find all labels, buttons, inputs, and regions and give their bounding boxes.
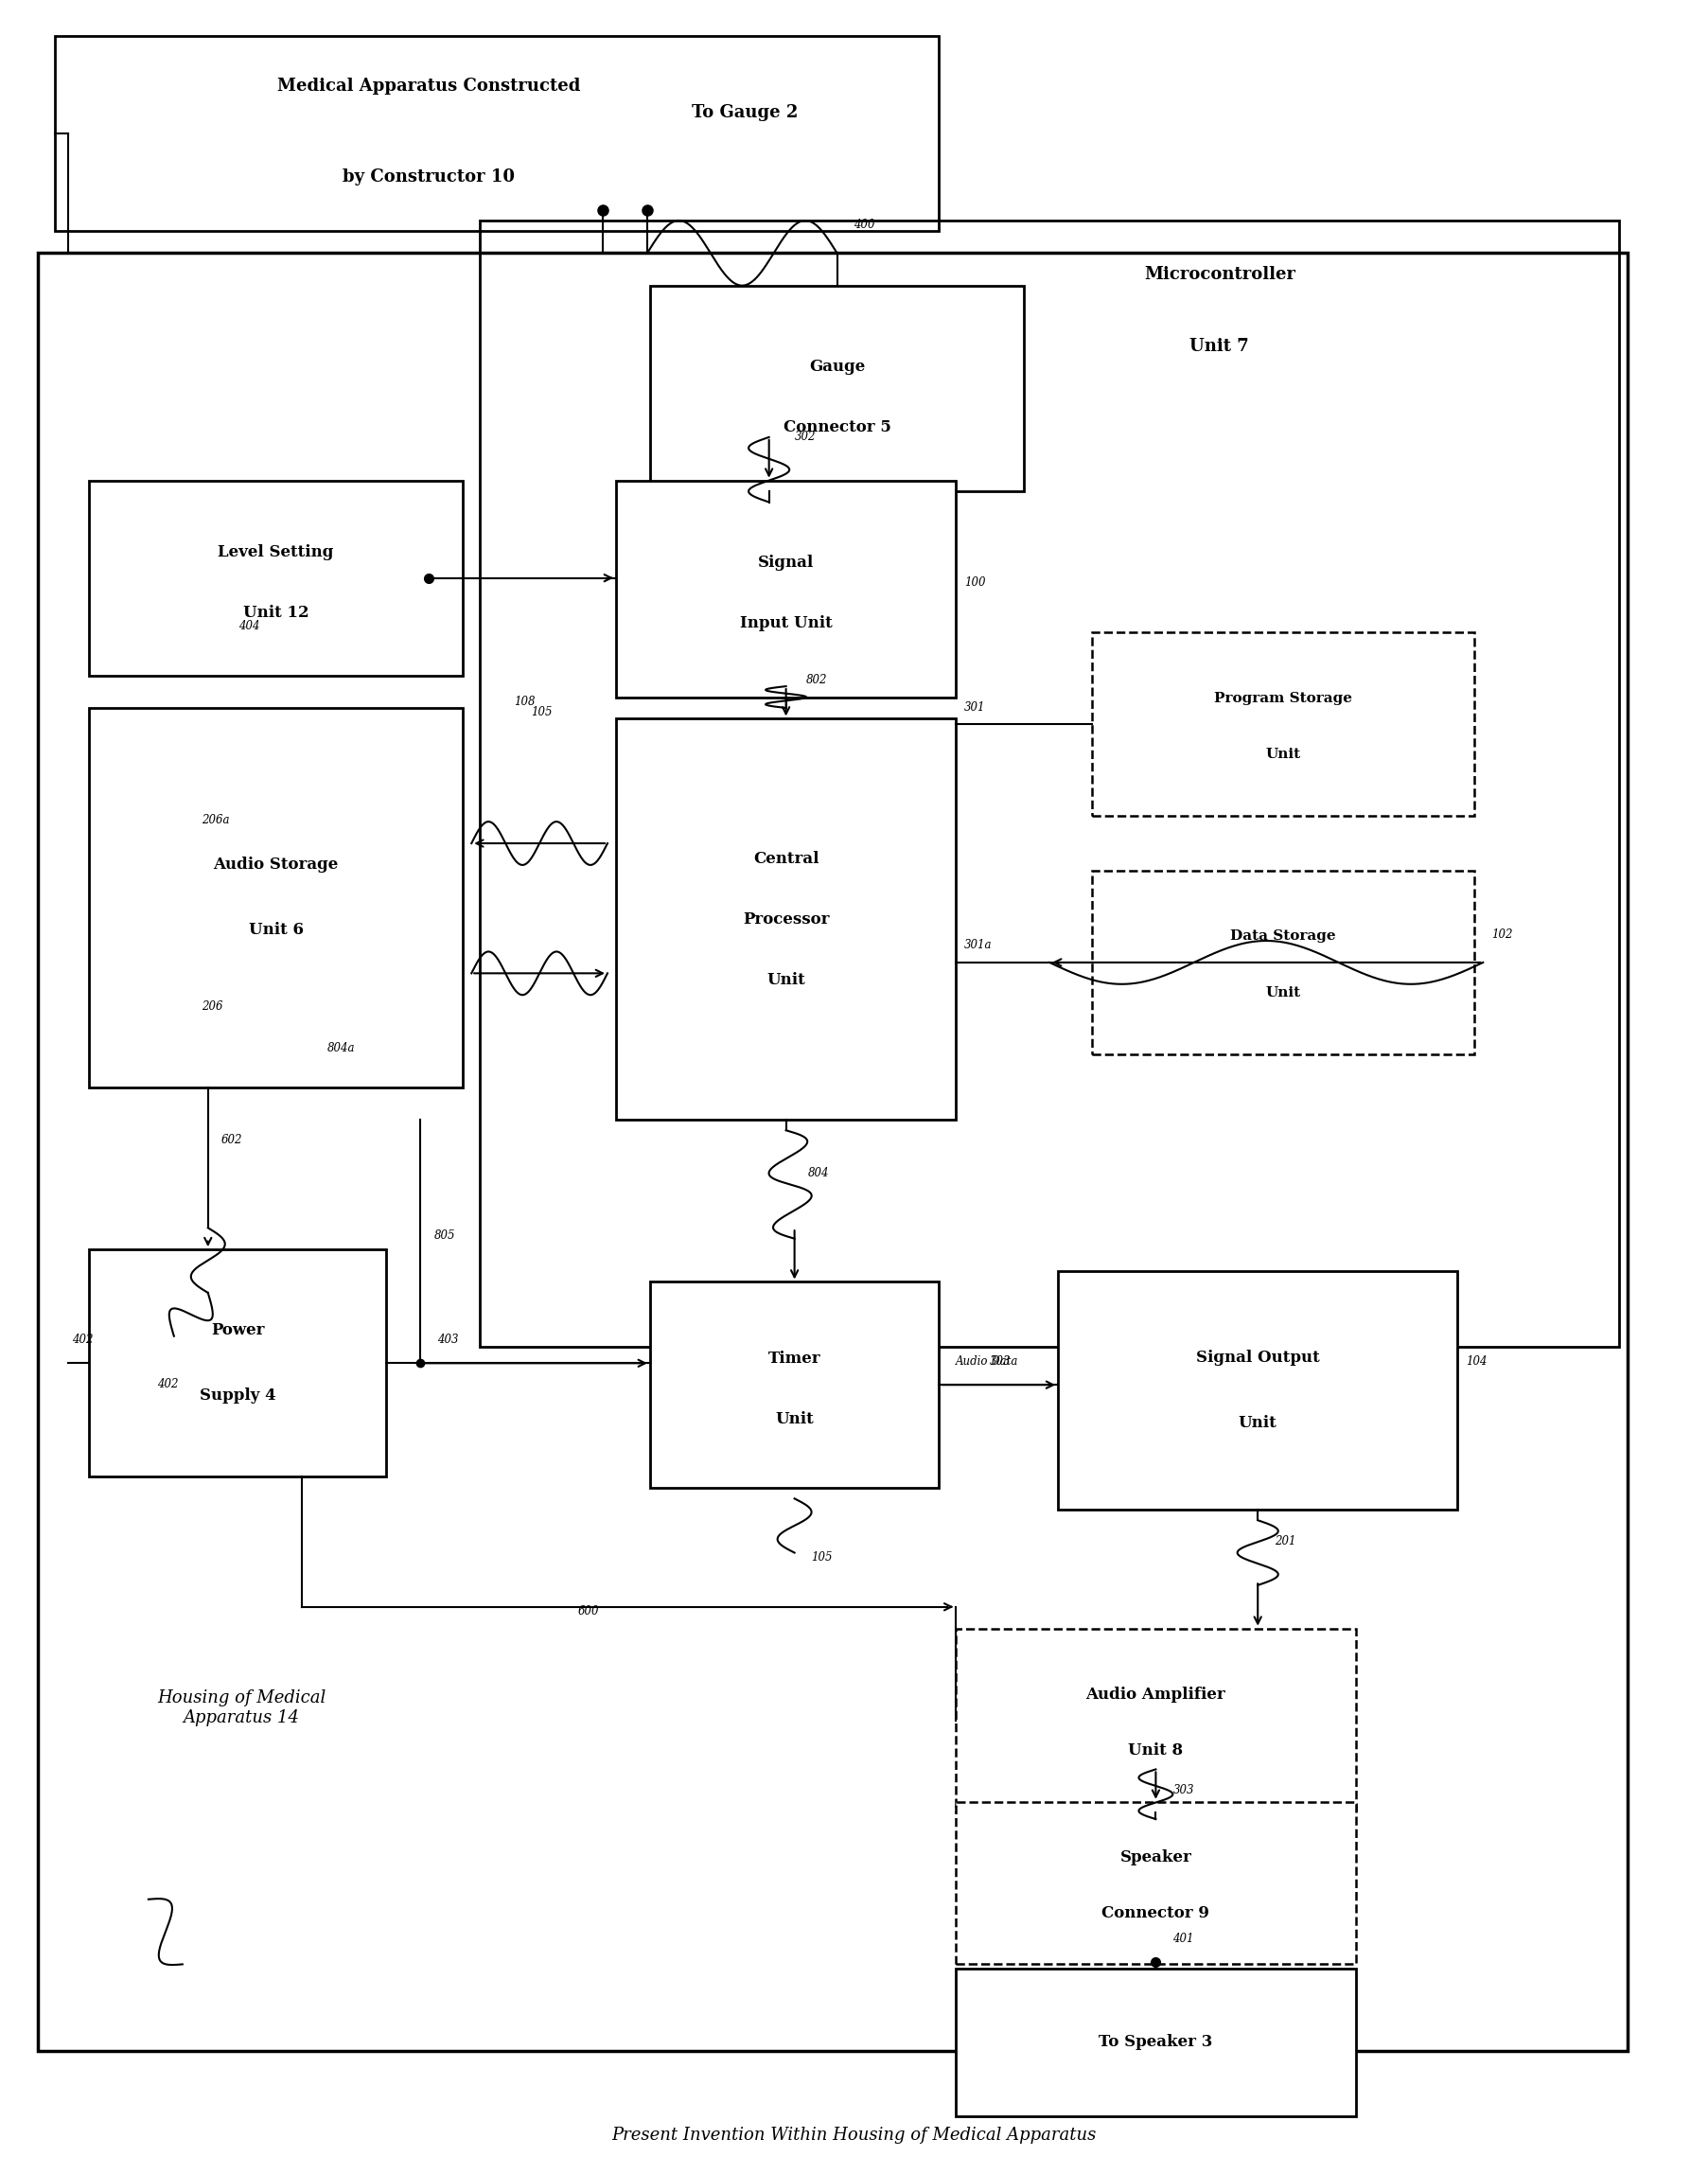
Text: Signal Output: Signal Output xyxy=(1196,1350,1320,1365)
Text: 602: 602 xyxy=(222,1135,243,1146)
Bar xyxy=(89,1250,386,1476)
Text: 201: 201 xyxy=(1274,1535,1296,1548)
Bar xyxy=(89,480,463,676)
Text: Present Invention Within Housing of Medical Apparatus: Present Invention Within Housing of Medi… xyxy=(611,2126,1097,2144)
Text: Housing of Medical
Apparatus 14: Housing of Medical Apparatus 14 xyxy=(157,1689,326,1726)
Text: 400: 400 xyxy=(854,220,874,230)
Text: Microcontroller: Microcontroller xyxy=(1144,265,1295,283)
Text: Unit: Unit xyxy=(1266,987,1301,1000)
Text: 301a: 301a xyxy=(965,939,992,952)
Bar xyxy=(651,1283,939,1487)
Text: 802: 802 xyxy=(806,674,828,687)
Text: 402: 402 xyxy=(72,1333,94,1346)
Text: Audio Data: Audio Data xyxy=(956,1354,1018,1367)
Text: Central: Central xyxy=(753,850,818,867)
Text: Signal: Signal xyxy=(758,554,815,572)
Bar xyxy=(1091,870,1474,1054)
Text: Program Storage: Program Storage xyxy=(1214,691,1353,704)
Text: 102: 102 xyxy=(1491,928,1513,941)
Bar xyxy=(617,720,956,1120)
Text: To Speaker 3: To Speaker 3 xyxy=(1098,2035,1213,2050)
Text: Level Setting: Level Setting xyxy=(219,544,333,561)
Text: Unit 8: Unit 8 xyxy=(1129,1744,1184,1759)
Text: Connector 9: Connector 9 xyxy=(1102,1904,1209,1922)
Bar xyxy=(55,37,939,230)
Text: Timer: Timer xyxy=(769,1350,822,1367)
Text: Audio Amplifier: Audio Amplifier xyxy=(1086,1687,1226,1702)
Text: 404: 404 xyxy=(239,620,260,633)
Text: Gauge: Gauge xyxy=(810,359,864,374)
Bar xyxy=(89,709,463,1087)
Text: Medical Apparatus Constructed: Medical Apparatus Constructed xyxy=(277,78,581,96)
Text: 105: 105 xyxy=(531,707,552,720)
Text: by Constructor 10: by Constructor 10 xyxy=(343,170,516,185)
Bar xyxy=(956,1802,1356,1965)
Bar xyxy=(480,220,1619,1348)
Text: 303: 303 xyxy=(991,1354,1011,1367)
Text: Power: Power xyxy=(212,1322,265,1339)
Text: 805: 805 xyxy=(434,1228,456,1241)
Bar xyxy=(651,285,1025,491)
Bar xyxy=(1057,1272,1457,1509)
Text: 401: 401 xyxy=(1173,1933,1194,1946)
Text: 301: 301 xyxy=(965,700,986,713)
Text: Speaker: Speaker xyxy=(1120,1850,1192,1865)
Text: 104: 104 xyxy=(1465,1354,1488,1367)
Text: Processor: Processor xyxy=(743,911,830,926)
Bar xyxy=(956,1628,1356,1813)
Bar xyxy=(617,480,956,698)
Text: 105: 105 xyxy=(811,1552,834,1563)
Bar xyxy=(38,252,1628,2050)
Text: To Gauge 2: To Gauge 2 xyxy=(692,104,798,122)
Text: 100: 100 xyxy=(965,576,986,589)
Text: 303: 303 xyxy=(1173,1785,1194,1796)
Text: Unit 7: Unit 7 xyxy=(1190,337,1249,354)
Text: 804a: 804a xyxy=(326,1041,355,1054)
Text: Unit: Unit xyxy=(1266,748,1301,761)
Text: Unit: Unit xyxy=(1238,1415,1278,1430)
Text: Unit 12: Unit 12 xyxy=(243,604,309,620)
Text: 600: 600 xyxy=(577,1604,600,1617)
Bar xyxy=(1091,633,1474,815)
Text: Unit: Unit xyxy=(767,972,804,987)
Text: 206a: 206a xyxy=(202,813,229,826)
Text: Unit: Unit xyxy=(775,1411,813,1428)
Text: 804: 804 xyxy=(808,1167,830,1178)
Text: Connector 5: Connector 5 xyxy=(784,420,892,435)
Text: Audio Storage: Audio Storage xyxy=(214,857,338,874)
Text: Supply 4: Supply 4 xyxy=(200,1387,277,1404)
Text: Unit 6: Unit 6 xyxy=(249,922,304,937)
Text: Input Unit: Input Unit xyxy=(740,615,832,630)
Text: Data Storage: Data Storage xyxy=(1230,930,1336,944)
Bar xyxy=(956,1970,1356,2115)
Text: 302: 302 xyxy=(794,430,816,443)
Text: 108: 108 xyxy=(514,696,535,709)
Text: 402: 402 xyxy=(157,1378,178,1389)
Text: 403: 403 xyxy=(437,1333,459,1346)
Text: 206: 206 xyxy=(202,1000,222,1013)
